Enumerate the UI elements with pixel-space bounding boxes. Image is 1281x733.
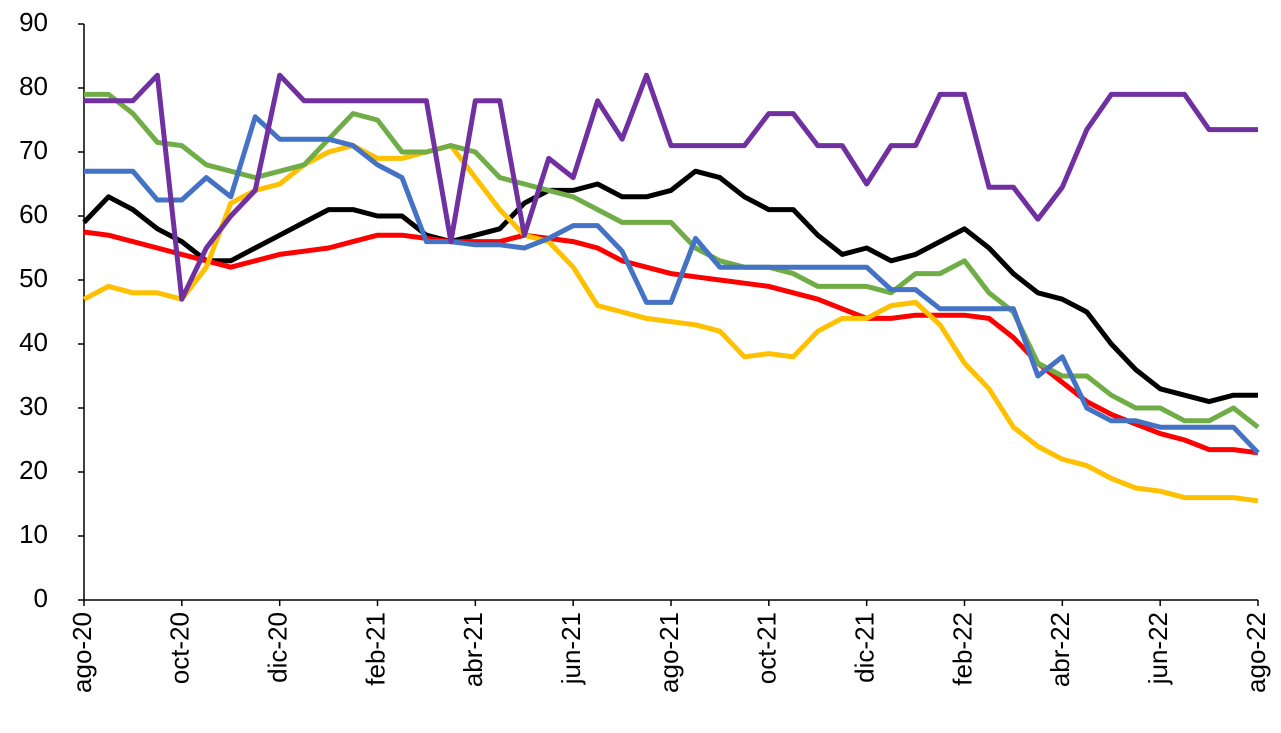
y-tick-label: 10	[19, 519, 48, 549]
x-tick-label: oct-20	[165, 612, 195, 684]
x-tick-label: ago-21	[654, 612, 684, 693]
y-tick-label: 0	[34, 583, 48, 613]
x-tick-label: jun-21	[556, 612, 586, 685]
series-line	[84, 72, 1258, 302]
x-tick-label: feb-22	[947, 612, 977, 686]
y-tick-label: 80	[19, 71, 48, 101]
x-tick-label: dic-20	[263, 612, 293, 683]
x-tick-label: feb-21	[360, 612, 390, 686]
x-tick-label: ago-20	[67, 612, 97, 693]
x-tick-label: jun-22	[1143, 612, 1173, 685]
y-tick-label: 20	[19, 455, 48, 485]
x-tick-label: abr-21	[458, 612, 488, 687]
y-tick-label: 40	[19, 327, 48, 357]
y-tick-label: 90	[19, 7, 48, 37]
series-line	[83, 229, 1259, 456]
y-tick-label: 70	[19, 135, 48, 165]
series-line	[82, 143, 1259, 504]
y-tick-label: 50	[19, 263, 48, 293]
series-line	[82, 168, 1258, 405]
y-tick-label: 60	[19, 199, 48, 229]
x-tick-label: oct-21	[752, 612, 782, 684]
x-tick-label: ago-22	[1241, 612, 1271, 693]
x-tick-label: dic-21	[850, 612, 880, 683]
y-tick-label: 30	[19, 391, 48, 421]
series-line	[84, 114, 1260, 455]
series-line	[84, 91, 1260, 430]
x-tick-label: abr-22	[1045, 612, 1075, 687]
